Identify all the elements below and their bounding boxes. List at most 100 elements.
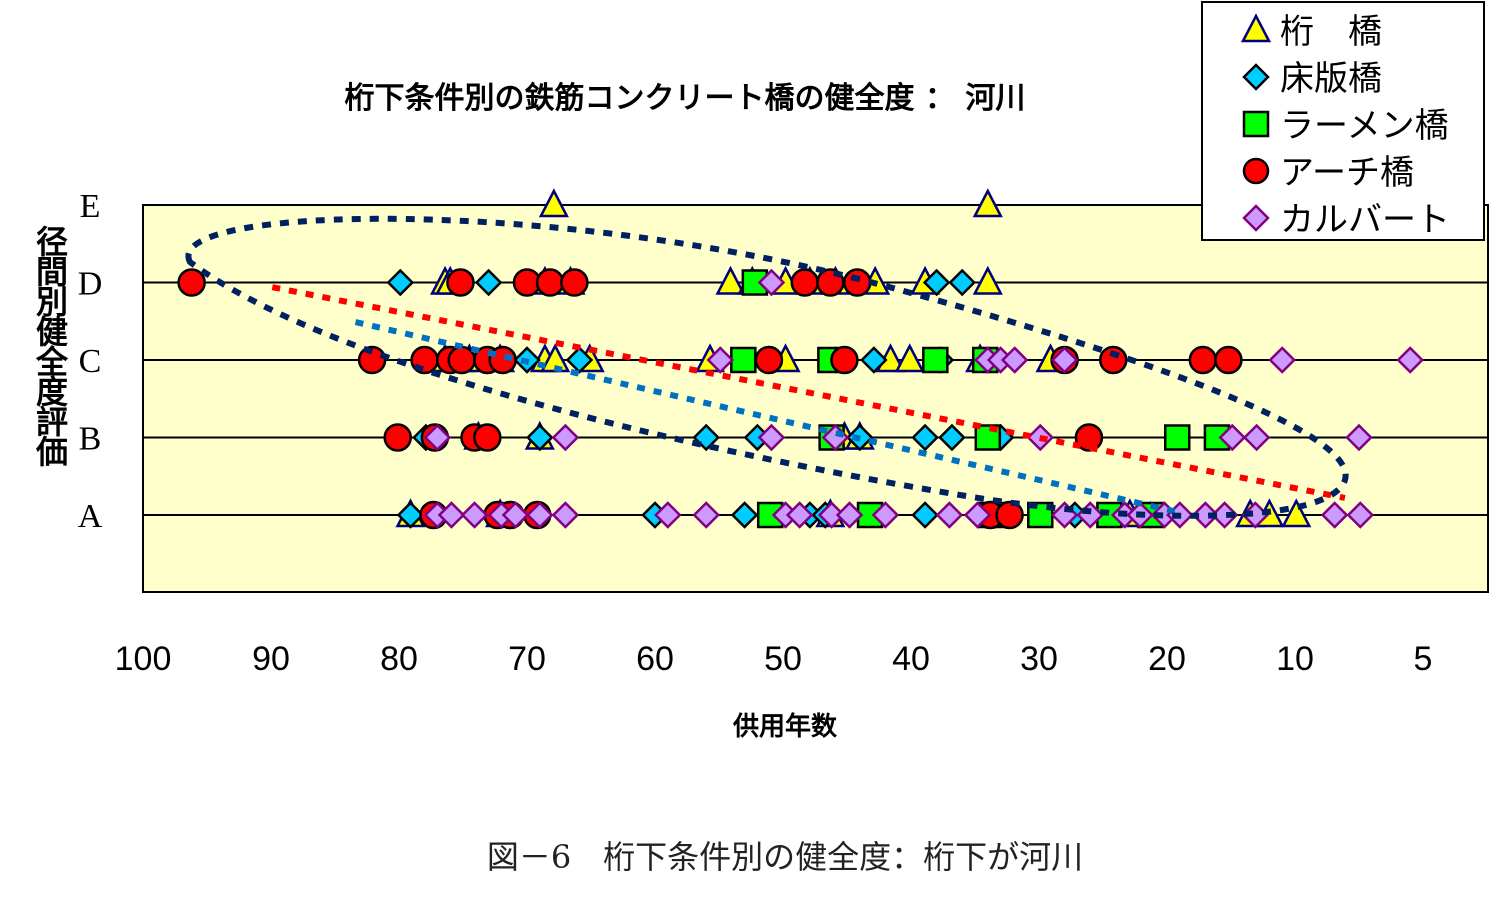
circle-point	[842, 268, 872, 297]
figure-caption: 図－6 桁下条件別の健全度：桁下が河川	[487, 838, 1083, 876]
diamond-point	[706, 346, 735, 374]
diamond-point	[1000, 346, 1029, 374]
legend-label: ラーメン橋	[1280, 106, 1449, 146]
y-tick-label: B	[79, 421, 102, 458]
triangle-point	[1281, 498, 1312, 528]
diamond-point	[692, 501, 720, 529]
circle-point	[1188, 345, 1218, 375]
circle-point	[488, 345, 517, 375]
x-axis-label: 供用年数	[732, 711, 838, 742]
diamond-point	[1050, 346, 1079, 374]
circle-point	[446, 268, 475, 297]
legend-label: 床版橋	[1280, 59, 1382, 99]
diamond-point	[1396, 346, 1424, 374]
legend-diamond-icon	[1242, 63, 1270, 91]
y-axis-label: 径間別健全度評価	[31, 225, 69, 467]
triangle-point	[894, 343, 925, 373]
diamond-point	[1210, 501, 1239, 529]
diamond-point	[730, 501, 759, 529]
diamond-point	[1218, 423, 1247, 452]
annotation-ellipse	[185, 215, 1349, 519]
square-point	[741, 269, 769, 296]
circle-point	[447, 345, 476, 375]
square-point	[974, 424, 1002, 451]
circle-point	[1214, 345, 1243, 375]
diamond-point	[526, 501, 554, 529]
diamond-point	[1268, 346, 1296, 374]
triangle-point	[538, 188, 569, 218]
diamond-point	[437, 501, 466, 529]
circle-point	[995, 500, 1024, 530]
circle-point	[754, 345, 784, 375]
diamond-point	[423, 423, 452, 452]
x-tick-label: 90	[252, 640, 290, 678]
diamond-point	[501, 501, 530, 529]
y-tick-label: E	[80, 188, 101, 225]
x-tick-label: 50	[764, 640, 802, 678]
diamond-point	[935, 501, 964, 529]
diamond-point	[911, 501, 939, 529]
trend-line-0	[271, 284, 1346, 501]
diamond-point	[911, 423, 939, 452]
square-point	[1163, 424, 1191, 451]
x-tick-label: 40	[892, 640, 930, 678]
diamond-point	[922, 268, 951, 297]
y-tick-label: D	[78, 266, 103, 303]
square-point	[730, 346, 757, 374]
diamond-point	[1320, 501, 1349, 529]
diamond-point	[386, 268, 415, 297]
diamond-point	[757, 423, 786, 452]
legend-label: 桁 橋	[1280, 12, 1382, 52]
x-tick-label: 100	[115, 640, 172, 678]
plot-area	[142, 204, 1489, 593]
diamond-point	[551, 501, 580, 529]
diamond-point	[1346, 501, 1375, 529]
x-tick-label: 60	[636, 640, 674, 678]
x-tick-label: 80	[380, 640, 418, 678]
legend-label: アーチ橋	[1280, 153, 1414, 193]
x-tick-label: 10	[1276, 640, 1314, 678]
diamond-point	[835, 501, 864, 529]
chart-title: 桁下条件別の鉄筋コンクリート橋の健全度 ： 河川	[345, 81, 1026, 116]
circle-point	[560, 268, 589, 297]
circle-point	[383, 423, 412, 452]
diamond-point	[938, 423, 966, 452]
x-tick-label: 70	[508, 640, 546, 678]
legend-triangle-icon	[1240, 13, 1272, 43]
diamond-point	[817, 501, 846, 529]
circle-point	[357, 345, 387, 375]
diamond-point	[963, 501, 992, 529]
diamond-point	[474, 268, 503, 297]
square-point	[922, 346, 949, 374]
diamond-point	[551, 423, 580, 452]
diamond-point	[1242, 423, 1271, 452]
circle-point	[1074, 423, 1104, 452]
diamond-point	[785, 501, 814, 529]
circle-point	[830, 345, 859, 375]
triangle-point	[715, 265, 746, 295]
triangle-point	[972, 265, 1003, 295]
triangle-point	[972, 188, 1003, 218]
diamond-point	[460, 501, 489, 529]
circle-point	[177, 268, 206, 297]
diamond-point	[860, 346, 888, 374]
diamond-point	[871, 501, 900, 529]
diamond-point	[396, 501, 425, 529]
y-tick-label: C	[79, 343, 102, 380]
diamond-point	[757, 268, 786, 297]
legend-circle-icon	[1242, 157, 1270, 185]
legend-label: カルバート	[1280, 200, 1450, 240]
legend-diamond-icon	[1242, 204, 1270, 232]
diamond-point	[948, 268, 976, 297]
series-4	[423, 268, 1424, 529]
circle-point	[473, 423, 502, 452]
legend-square-icon	[1242, 110, 1270, 138]
diamond-point	[526, 423, 554, 452]
x-tick-label: 5	[1414, 640, 1433, 678]
diamond-point	[565, 346, 594, 374]
y-tick-label: A	[78, 498, 103, 535]
series-3	[177, 268, 1243, 530]
diamond-point	[1191, 501, 1220, 529]
